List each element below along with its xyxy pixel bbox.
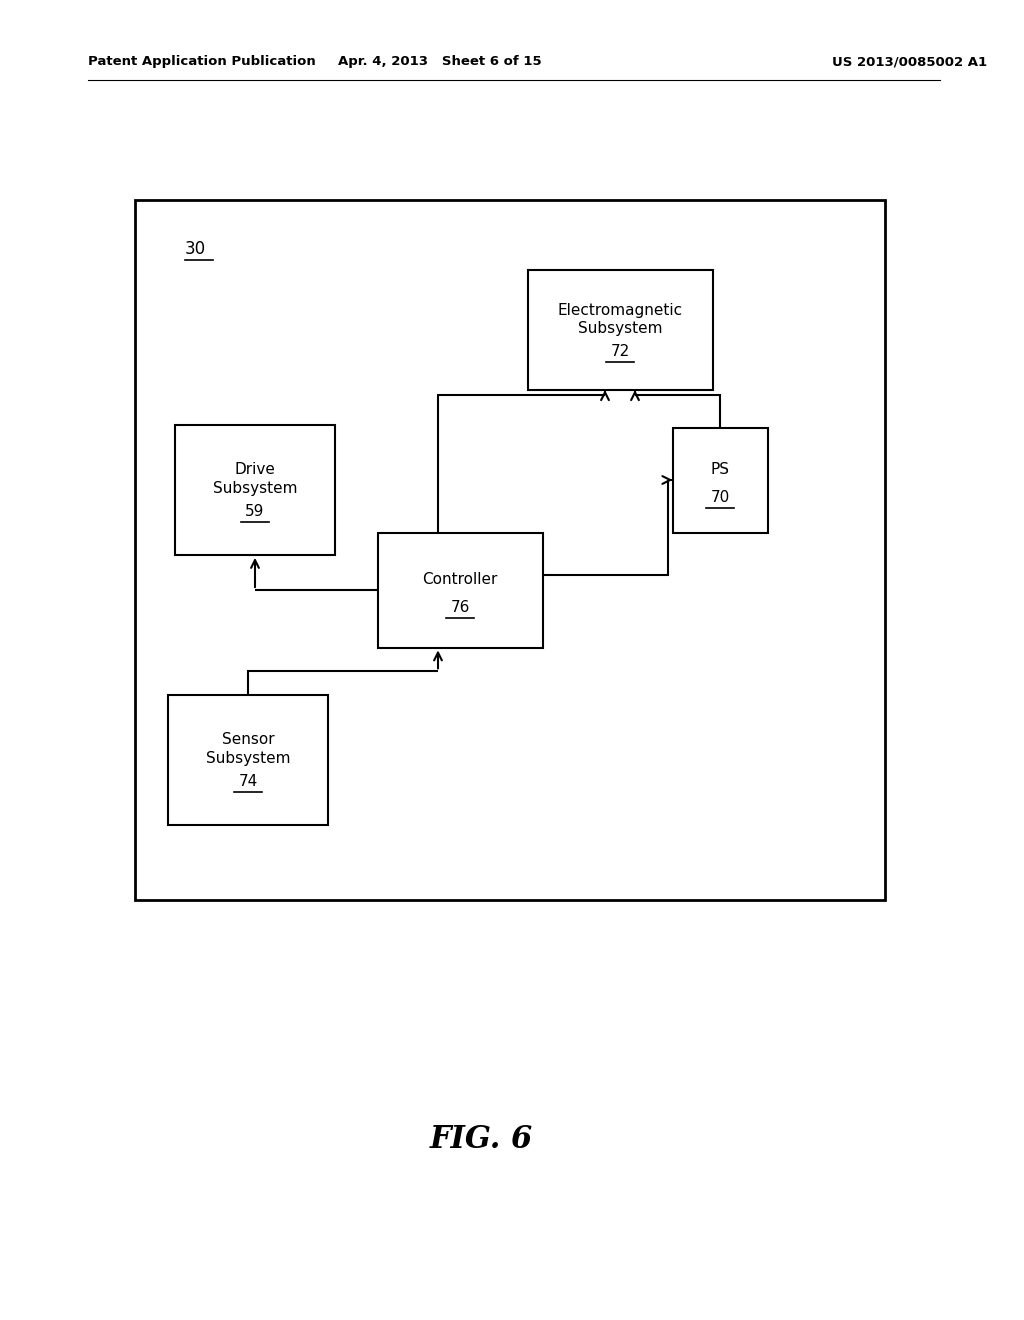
Text: 74: 74 [239, 775, 258, 789]
Text: Subsystem: Subsystem [578, 321, 663, 335]
Bar [168, 696, 328, 825]
Text: Apr. 4, 2013   Sheet 6 of 15: Apr. 4, 2013 Sheet 6 of 15 [338, 55, 542, 69]
Text: 70: 70 [711, 491, 730, 506]
Text: Drive: Drive [234, 462, 275, 478]
Text: 30: 30 [185, 240, 206, 257]
Text: 76: 76 [451, 601, 470, 615]
Text: 72: 72 [610, 345, 630, 359]
Text: Subsystem: Subsystem [206, 751, 290, 766]
Bar [175, 425, 335, 554]
Text: Electromagnetic: Electromagnetic [557, 302, 683, 318]
Bar [673, 428, 768, 532]
Bar [527, 271, 713, 389]
Text: FIG. 6: FIG. 6 [430, 1125, 532, 1155]
Text: 59: 59 [246, 504, 264, 520]
Text: Patent Application Publication: Patent Application Publication [88, 55, 315, 69]
Text: Sensor: Sensor [221, 733, 274, 747]
Text: US 2013/0085002 A1: US 2013/0085002 A1 [833, 55, 987, 69]
Text: Controller: Controller [422, 573, 498, 587]
Bar [378, 532, 543, 648]
Text: PS: PS [711, 462, 729, 478]
Text: Subsystem: Subsystem [213, 480, 297, 495]
Bar [135, 201, 885, 900]
